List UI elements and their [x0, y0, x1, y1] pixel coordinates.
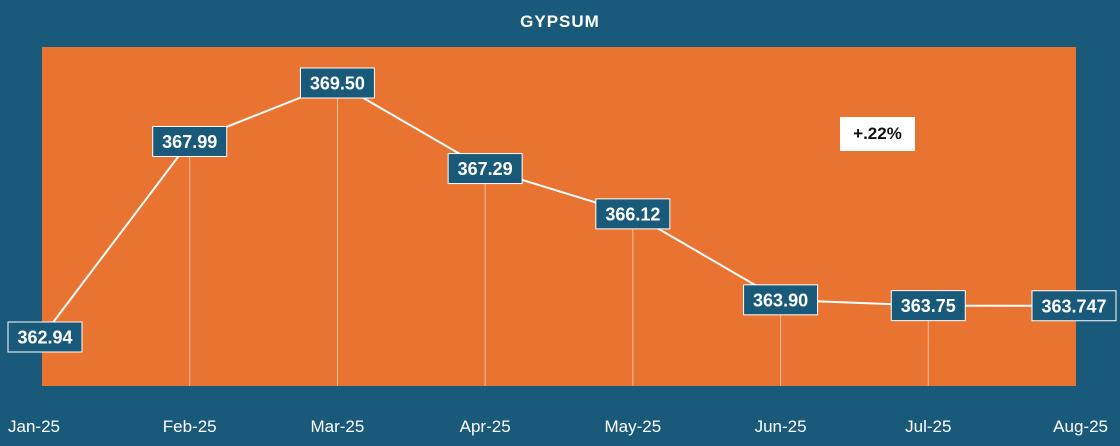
data-label: 366.12 — [595, 198, 671, 230]
x-tick-label: Feb-25 — [163, 417, 217, 436]
data-label-text: 363.90 — [753, 290, 808, 310]
x-tick-label: Jan-25 — [8, 417, 60, 436]
plot-area — [42, 47, 1076, 386]
data-label-box — [299, 67, 375, 99]
data-label-text: 366.12 — [605, 204, 660, 224]
data-label-text: 363.747 — [1041, 296, 1106, 316]
data-label: 363.747 — [1031, 290, 1117, 322]
data-label-text: 363.75 — [901, 296, 956, 316]
data-label-text: 367.99 — [162, 132, 217, 152]
data-label-box — [152, 125, 228, 157]
data-label-box — [595, 198, 671, 230]
data-label-box — [7, 321, 83, 353]
data-label: 367.29 — [447, 153, 523, 185]
data-label-box — [743, 284, 819, 316]
data-label: 363.90 — [743, 284, 819, 316]
data-label: 369.50 — [299, 67, 375, 99]
data-label-box — [1031, 290, 1117, 322]
x-tick-label: Aug-25 — [1053, 417, 1108, 436]
data-label: 362.94 — [7, 321, 83, 353]
data-label-text: 367.29 — [458, 159, 513, 179]
x-tick-label: May-25 — [605, 417, 662, 436]
x-tick-label: Apr-25 — [460, 417, 511, 436]
x-tick-label: Mar-25 — [310, 417, 364, 436]
data-label-text: 362.94 — [17, 328, 72, 348]
change-annotation: +.22% — [840, 117, 915, 151]
data-label-text: 369.50 — [310, 74, 365, 94]
x-tick-label: Jun-25 — [755, 417, 807, 436]
data-label: 367.99 — [152, 125, 228, 157]
chart-title: GYPSUM — [520, 12, 600, 31]
data-label-box — [890, 290, 966, 322]
x-tick-label: Jul-25 — [905, 417, 951, 436]
data-label: 363.75 — [890, 290, 966, 322]
data-label-box — [447, 153, 523, 185]
